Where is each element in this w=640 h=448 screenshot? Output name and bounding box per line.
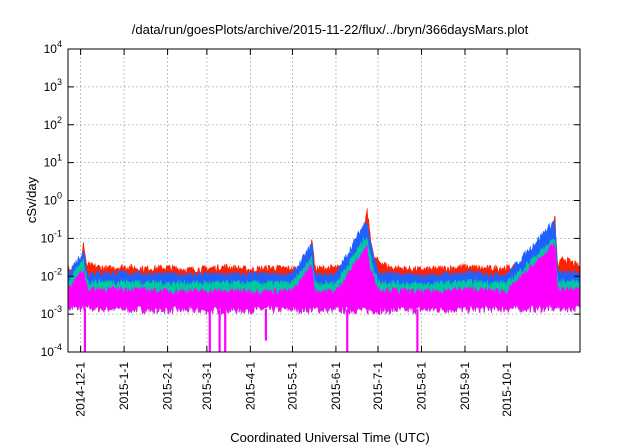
y-tick-label: 10-4: [41, 342, 62, 359]
dip-mark: [83, 307, 87, 352]
x-tick-label: 2015-6-1: [329, 362, 343, 410]
x-tick-label: 2015-7-1: [371, 362, 385, 410]
dip-mark: [218, 309, 221, 352]
dip-mark: [416, 309, 419, 352]
x-axis: 2014-12-1 2015-1-1 2015-2-1 2015-3-1 2015-4-…: [74, 49, 514, 417]
x-tick-label: 2015-8-1: [414, 362, 428, 410]
y-tick-label: 103: [44, 77, 62, 94]
x-tick-label: 2015-1-1: [117, 362, 131, 410]
chart-title: /data/run/goesPlots/archive/2015-11-22/f…: [132, 22, 529, 37]
x-tick-label: 2014-12-1: [74, 362, 88, 417]
x-tick-label: 2015-10-1: [500, 362, 514, 417]
dip-mark: [208, 309, 211, 352]
x-tick-label: 2015-9-1: [458, 362, 472, 410]
y-tick-label: 102: [44, 115, 62, 132]
x-tick-label: 2015-5-1: [285, 362, 299, 410]
y-tick-label: 10-2: [41, 266, 62, 283]
x-tick-label: 2015-2-1: [161, 362, 175, 410]
dip-mark: [264, 308, 267, 341]
x-tick-label: 2015-4-1: [243, 362, 257, 410]
y-tick-label: 10-1: [41, 228, 62, 245]
x-tick-label: 2015-3-1: [200, 362, 214, 410]
y-tick-label: 101: [44, 153, 62, 170]
y-tick-label: 100: [44, 191, 62, 208]
y-axis-label: cSv/day: [24, 176, 39, 223]
dip-mark: [224, 309, 227, 352]
y-tick-label: 10-3: [41, 304, 62, 321]
y-tick-label: 104: [44, 39, 62, 56]
x-axis-label: Coordinated Universal Time (UTC): [230, 430, 429, 445]
dip-mark: [346, 309, 349, 352]
